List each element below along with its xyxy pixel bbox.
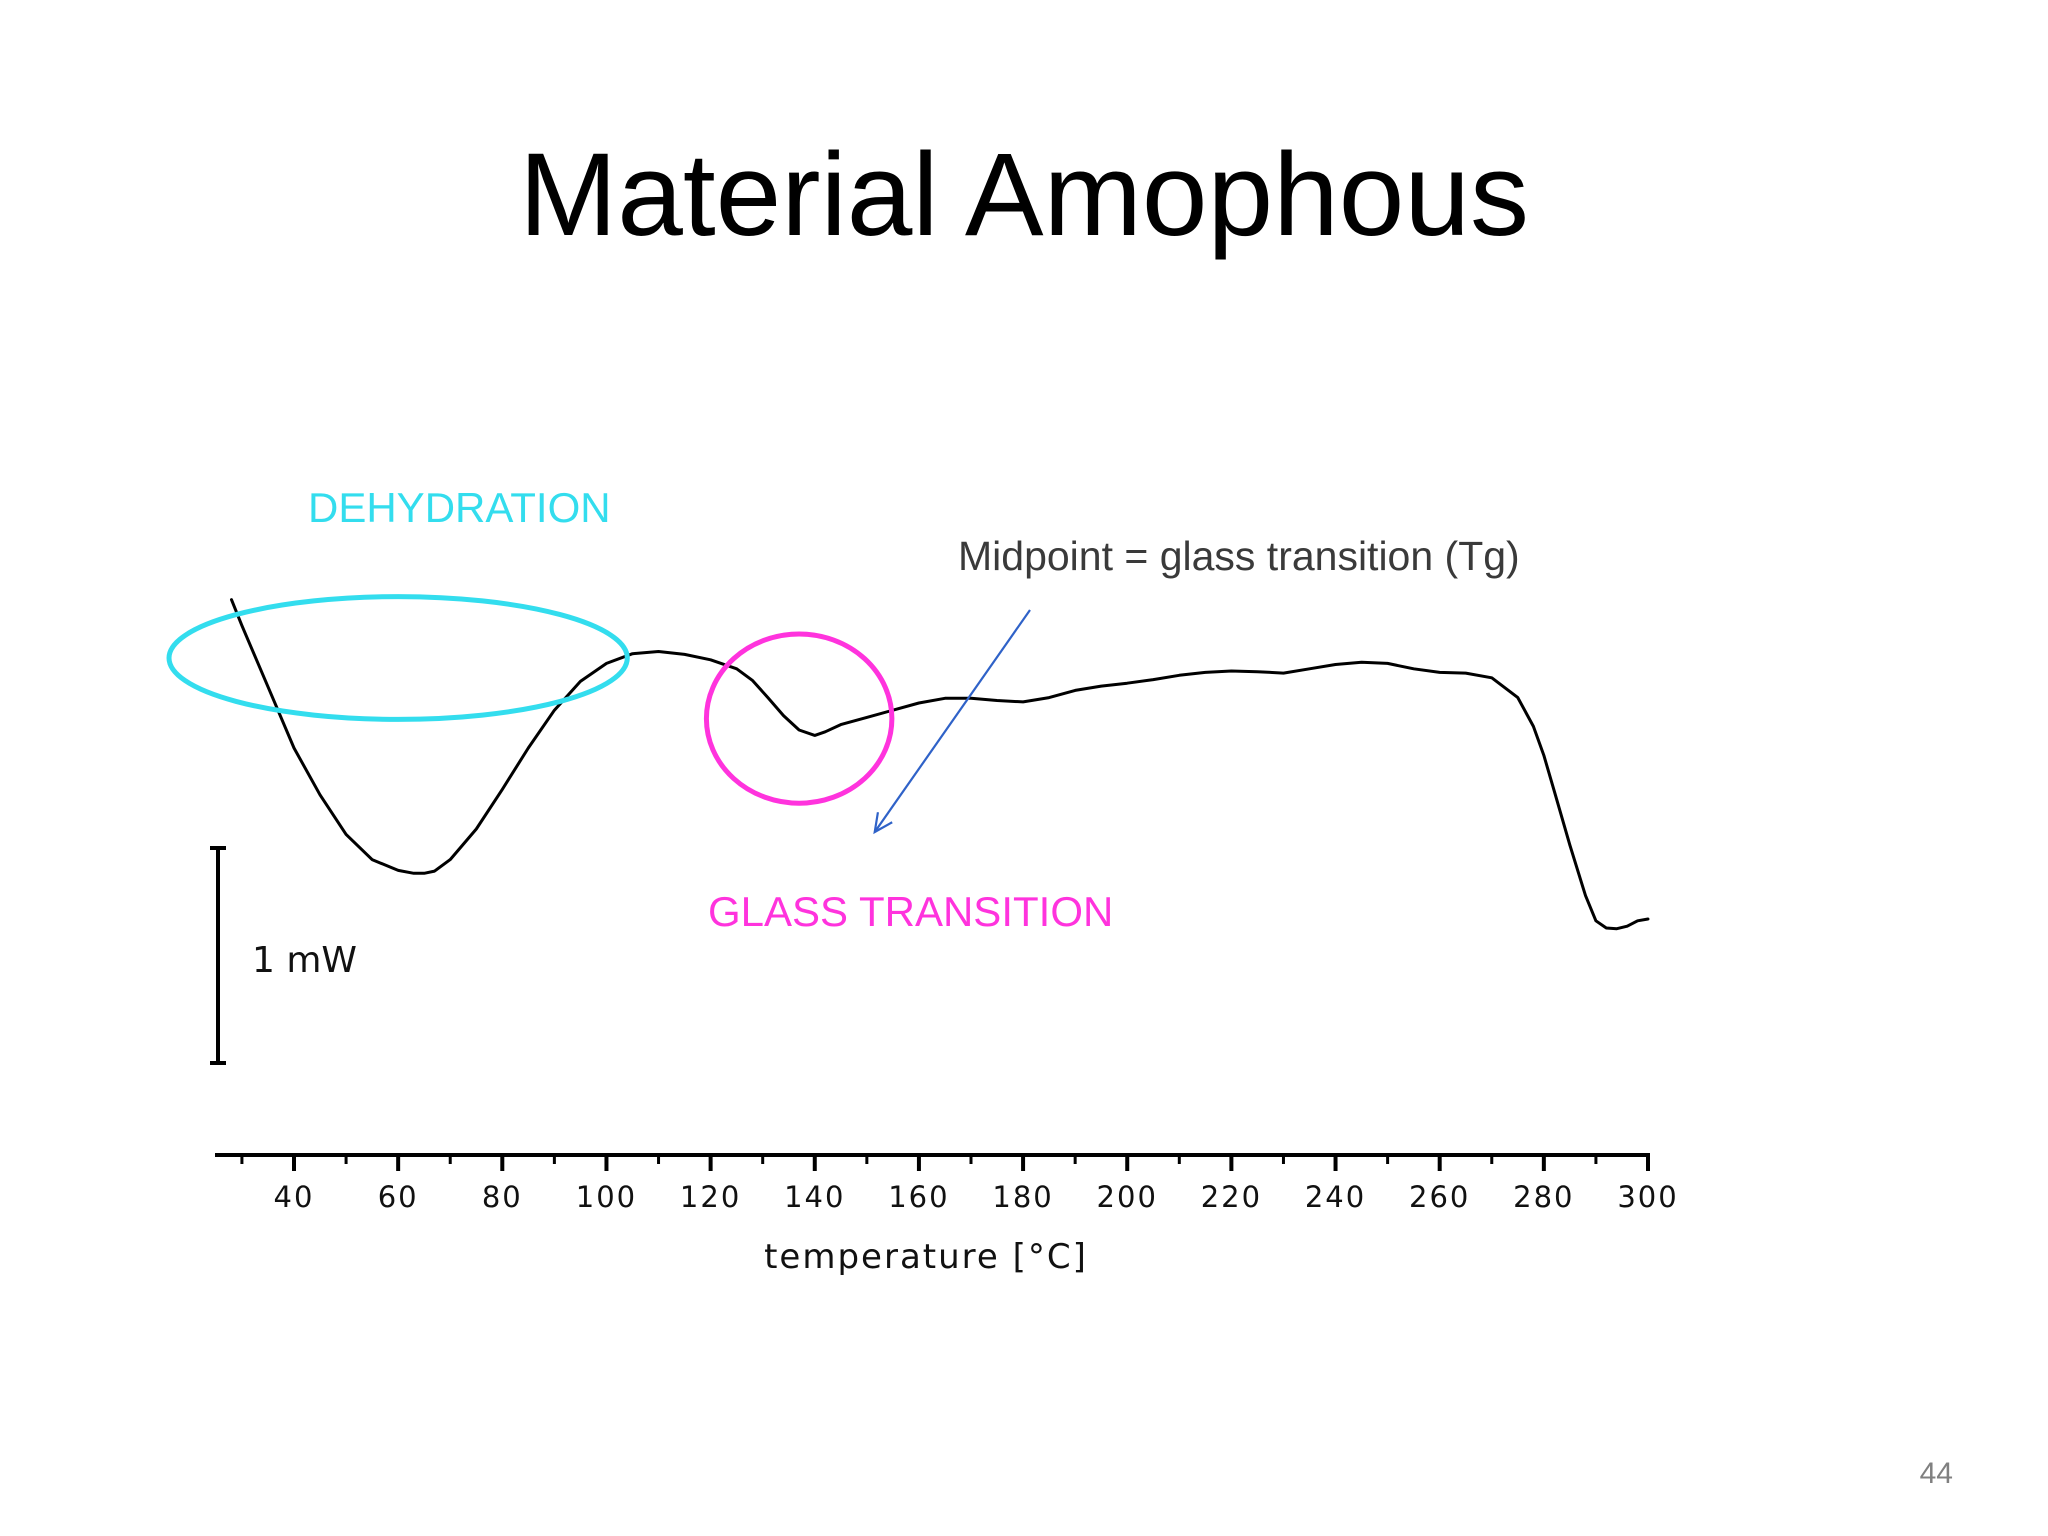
- slide-title: Material Amophous: [518, 129, 1530, 261]
- scale-bar-label: 1 mW: [252, 940, 357, 981]
- scale-bar: 1 mW: [210, 846, 357, 1065]
- x-tick-label: 200: [1097, 1180, 1158, 1214]
- x-tick-label: 240: [1305, 1180, 1366, 1214]
- page-number: 44: [1919, 1457, 1953, 1490]
- tg-arrow: [873, 609, 1031, 833]
- dehydration-highlight-ellipse: [166, 594, 630, 722]
- x-tick-labels: 40 60 80 100 120 140 160 180 200 220 240 260 280 300: [274, 1180, 1678, 1214]
- x-tick-label: 60: [378, 1180, 419, 1214]
- midpoint-label: Midpoint = glass transition (Tg): [958, 533, 1520, 579]
- x-tick-label: 180: [992, 1180, 1053, 1214]
- x-tick-label: 220: [1201, 1180, 1262, 1214]
- x-axis-label: temperature [°C]: [764, 1237, 1088, 1277]
- x-tick-label: 100: [576, 1180, 637, 1214]
- x-tick-label: 40: [274, 1180, 315, 1214]
- tg-arrowhead: [873, 812, 893, 835]
- glass-transition-label: GLASS TRANSITION: [708, 888, 1113, 935]
- glass-transition-highlight-circle: [703, 631, 895, 806]
- x-tick-label: 280: [1513, 1180, 1574, 1214]
- x-axis: 40 60 80 100 120 140 160 180 200 220 240 260 280 300: [215, 1153, 1678, 1214]
- x-tick-label: 160: [888, 1180, 949, 1214]
- x-tick-label: 120: [680, 1180, 741, 1214]
- dsc-curve: [230, 598, 1650, 931]
- x-tick-label: 80: [482, 1180, 523, 1214]
- x-ticks: [240, 1155, 1650, 1171]
- x-tick-label: 140: [784, 1180, 845, 1214]
- x-tick-label: 260: [1409, 1180, 1470, 1214]
- dehydration-label: DEHYDRATION: [308, 484, 611, 531]
- x-tick-label: 300: [1617, 1180, 1678, 1214]
